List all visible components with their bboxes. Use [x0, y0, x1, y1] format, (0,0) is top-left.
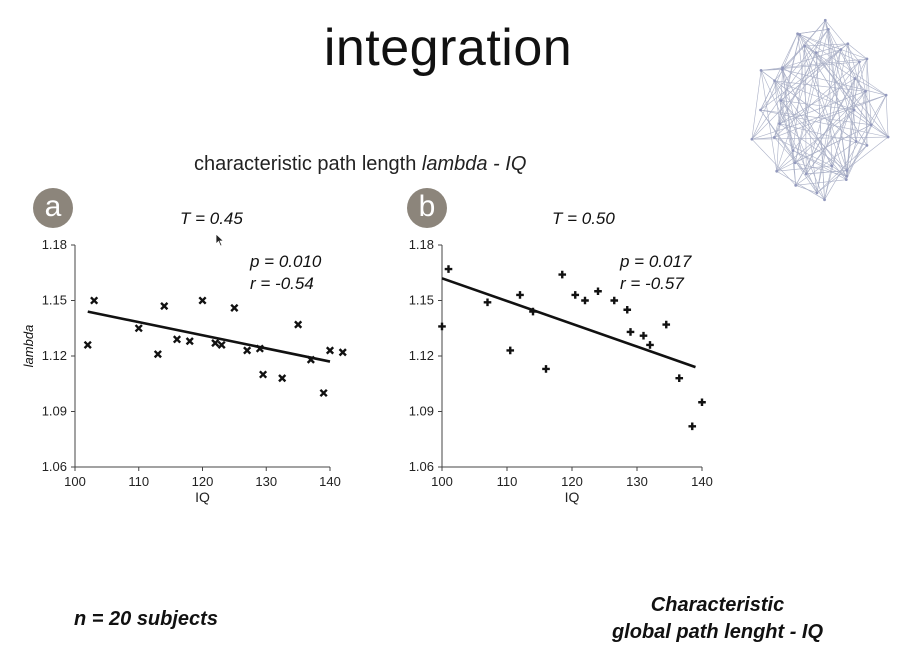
panel-b-data-point — [438, 322, 446, 331]
panel-b-x-tick-label: 130 — [626, 474, 648, 489]
panel-b-data-point — [688, 422, 697, 431]
footer-caption-line1: Characteristic — [650, 594, 785, 616]
panel-b-data-point — [506, 346, 515, 355]
panel-a-data-point — [83, 340, 92, 349]
panel-b-x-tick-label: 140 — [691, 474, 713, 489]
panel-b-data-point — [444, 265, 453, 273]
panel-a-data-point — [325, 346, 335, 355]
chart-subtitle: characteristic path length lambda - IQ — [194, 153, 526, 176]
panel-a-y-tick-label: 1.15 — [42, 293, 67, 308]
panel-b-y-tick-label: 1.12 — [409, 348, 434, 363]
panel-a-data-point — [230, 303, 239, 312]
panel-a-y-tick-label: 1.18 — [42, 237, 67, 252]
panel-b-badge: b — [407, 188, 447, 228]
panel-b-p-value: p = 0.017 — [620, 252, 692, 271]
panel-b-data-point — [558, 270, 567, 279]
panel-b-r-value: r = -0.57 — [620, 274, 684, 293]
panel-a-data-point — [338, 348, 347, 357]
panel-a-x-tick-label: 100 — [64, 474, 86, 489]
panel-a-badge: a — [33, 188, 73, 228]
panel-a-threshold: T = 0.45 — [180, 209, 243, 228]
panel-a-x-tick-label: 130 — [255, 474, 277, 489]
panel-b-data-point — [581, 296, 589, 305]
panel-a-x-tick-label: 120 — [192, 474, 214, 489]
panel-b-data-point — [698, 398, 706, 407]
panel-b-regression-line — [441, 277, 696, 369]
panel-a-data-point — [319, 388, 328, 398]
panel-a-data-point — [294, 320, 303, 329]
panel-b-data-point — [483, 298, 492, 307]
panel-a-data-point — [185, 337, 194, 346]
panel-b-data-point — [571, 291, 580, 299]
panel-b-data-point — [529, 307, 537, 316]
panel-b-y-tick-label: 1.18 — [409, 237, 434, 252]
panel-b-data-point — [623, 305, 632, 314]
subjects-count: n = 20 subjects — [74, 608, 218, 630]
panel-a-data-point — [278, 374, 287, 383]
panel-b-data-point — [516, 291, 524, 299]
panel-a-x-tick-label: 140 — [319, 474, 341, 489]
panel-b-y-tick-label: 1.06 — [409, 459, 434, 474]
panel-a-y-tick-label: 1.09 — [42, 404, 67, 419]
panel-a-regression-line — [87, 310, 331, 363]
panel-a-data-point — [255, 344, 264, 353]
panel-a-data-point — [243, 346, 252, 355]
footer-caption: Characteristic global path lenght - IQ — [585, 592, 850, 646]
panel-b-data-point — [646, 341, 654, 349]
panel-a-data-point — [160, 302, 169, 311]
panel-a-x-axis-label: IQ — [195, 489, 210, 505]
panel-b-x-tick-label: 110 — [497, 474, 518, 489]
panel-b-x-tick-label: 120 — [561, 474, 583, 489]
panel-b-data-point — [542, 365, 550, 373]
panel-b-data-point — [675, 374, 684, 382]
slide-title: integration — [323, 19, 573, 77]
panel-a-data-point — [198, 296, 207, 305]
panel-b-y-tick-label: 1.15 — [409, 293, 434, 308]
subtitle-italic: lambda - IQ — [421, 153, 527, 175]
panel-a-data-point — [134, 324, 143, 333]
panel-b-x-axis-label: IQ — [565, 489, 580, 505]
footer-caption-line2: global path lenght - IQ — [611, 621, 824, 643]
panel-a-data-point — [217, 340, 226, 349]
subtitle-prefix: characteristic path length — [194, 153, 422, 175]
panel-a-r-value: r = -0.54 — [250, 274, 314, 293]
panel-a-data-point — [153, 350, 162, 359]
panel-a-data-point — [211, 339, 220, 348]
panel-a-y-tick-label: 1.12 — [42, 348, 67, 363]
panel-b-stats: p = 0.017 r = -0.57 — [620, 251, 691, 295]
panel-b-data-point — [662, 320, 671, 329]
panel-a-data-point — [306, 355, 315, 364]
panel-b-y-tick-label: 1.09 — [409, 404, 434, 419]
panel-a-data-point — [259, 370, 268, 379]
panel-b-data-point — [626, 328, 635, 336]
panel-b-data-point — [610, 296, 619, 305]
mouse-cursor-icon — [215, 233, 225, 247]
panel-b-threshold: T = 0.50 — [552, 209, 615, 228]
brain-network-image — [750, 18, 890, 202]
panel-a-x-tick-label: 110 — [128, 474, 149, 489]
panel-b-x-tick-label: 100 — [431, 474, 453, 489]
panel-a-stats: p = 0.010 r = -0.54 — [250, 251, 321, 295]
panel-a-y-tick-label: 1.06 — [42, 459, 67, 474]
panel-a-p-value: p = 0.010 — [250, 252, 322, 271]
panel-a-data-point — [172, 335, 182, 344]
panel-a-data-point — [90, 296, 99, 305]
panel-b-data-point — [639, 331, 648, 340]
panel-b-data-point — [594, 287, 602, 296]
